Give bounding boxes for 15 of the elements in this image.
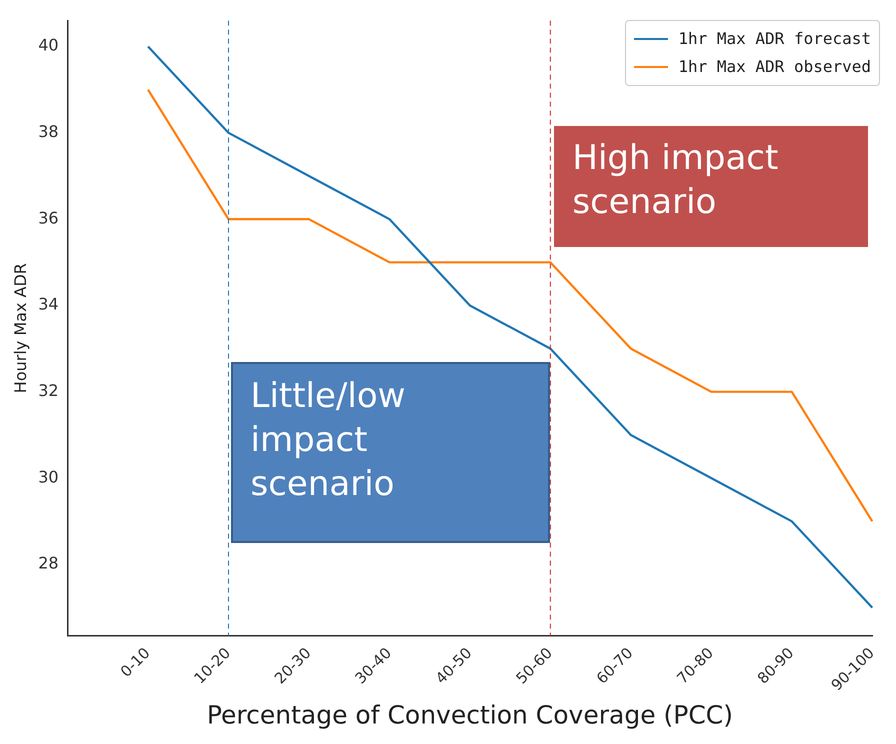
legend-label: 1hr Max ADR forecast <box>678 28 871 50</box>
annotation: Little/low impact scenario <box>250 374 406 506</box>
y-tick-label: 34 <box>38 294 59 314</box>
y-tick-label: 28 <box>38 554 59 573</box>
y-tick-label: 40 <box>38 36 59 55</box>
callout-box: Little/low impact scenario <box>230 362 550 543</box>
legend-label: 1hr Max ADR observed <box>678 56 871 78</box>
y-tick-label: 32 <box>38 380 59 400</box>
y-tick-label: 38 <box>38 122 59 141</box>
y-tick-label: 36 <box>38 208 59 228</box>
annotation: High impact scenario <box>572 137 780 224</box>
callout-box: High impact scenario <box>552 124 870 250</box>
y-axis-title: Hourly Max ADR <box>10 263 30 394</box>
y-tick-label: 30 <box>38 467 59 486</box>
x-axis-title: Percentage of Convection Coverage (PCC) <box>206 700 734 730</box>
